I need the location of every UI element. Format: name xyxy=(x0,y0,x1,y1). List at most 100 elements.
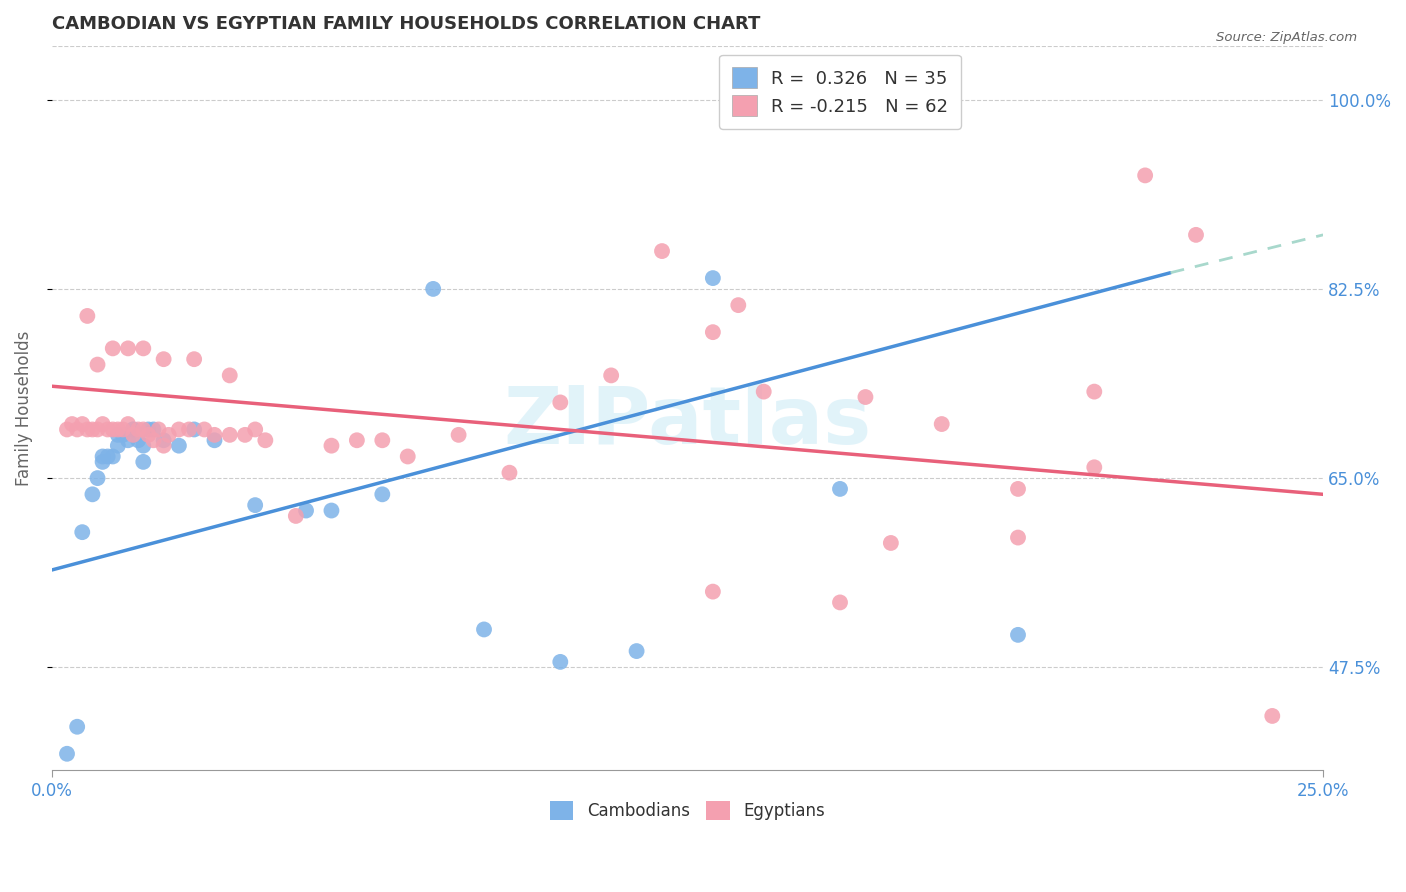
Point xyxy=(152,434,174,448)
Point xyxy=(148,422,170,436)
Point xyxy=(142,422,165,436)
Point xyxy=(931,417,953,431)
Point xyxy=(76,422,98,436)
Point xyxy=(243,422,266,436)
Point xyxy=(91,450,114,464)
Point xyxy=(218,368,240,383)
Point xyxy=(550,655,572,669)
Point xyxy=(193,422,215,436)
Text: CAMBODIAN VS EGYPTIAN FAMILY HOUSEHOLDS CORRELATION CHART: CAMBODIAN VS EGYPTIAN FAMILY HOUSEHOLDS … xyxy=(52,15,761,33)
Point xyxy=(107,439,129,453)
Point xyxy=(111,422,134,436)
Point xyxy=(177,422,200,436)
Point xyxy=(295,503,318,517)
Point xyxy=(321,503,343,517)
Point xyxy=(82,487,104,501)
Point xyxy=(101,422,124,436)
Point xyxy=(447,428,470,442)
Point xyxy=(183,352,205,367)
Point xyxy=(152,439,174,453)
Point xyxy=(152,352,174,367)
Text: Source: ZipAtlas.com: Source: ZipAtlas.com xyxy=(1216,31,1357,45)
Point xyxy=(138,422,160,436)
Point xyxy=(122,422,145,436)
Point xyxy=(396,450,419,464)
Point xyxy=(66,720,89,734)
Point xyxy=(254,434,277,448)
Point xyxy=(727,298,749,312)
Point xyxy=(167,439,190,453)
Point xyxy=(1133,169,1156,183)
Point xyxy=(56,747,79,761)
Text: ZIPatlas: ZIPatlas xyxy=(503,384,872,461)
Point xyxy=(117,417,139,431)
Point xyxy=(86,471,108,485)
Point xyxy=(371,487,394,501)
Point xyxy=(1185,227,1208,242)
Point xyxy=(157,428,180,442)
Point xyxy=(752,384,775,399)
Point xyxy=(880,536,903,550)
Point xyxy=(371,434,394,448)
Point xyxy=(243,498,266,512)
Point xyxy=(82,422,104,436)
Point xyxy=(183,422,205,436)
Point xyxy=(702,584,724,599)
Point xyxy=(218,428,240,442)
Point xyxy=(132,439,155,453)
Point xyxy=(550,395,572,409)
Point xyxy=(86,358,108,372)
Y-axis label: Family Households: Family Households xyxy=(15,330,32,485)
Point xyxy=(117,434,139,448)
Point xyxy=(122,422,145,436)
Point xyxy=(86,422,108,436)
Point xyxy=(122,428,145,442)
Point xyxy=(1007,482,1029,496)
Point xyxy=(855,390,877,404)
Point xyxy=(828,595,851,609)
Point xyxy=(91,417,114,431)
Point xyxy=(233,428,256,442)
Point xyxy=(91,455,114,469)
Point xyxy=(72,417,94,431)
Point xyxy=(204,428,226,442)
Point xyxy=(472,623,495,637)
Point xyxy=(101,342,124,356)
Point xyxy=(117,342,139,356)
Point xyxy=(127,434,149,448)
Point xyxy=(600,368,623,383)
Point xyxy=(132,342,155,356)
Point xyxy=(1007,531,1029,545)
Point xyxy=(97,450,120,464)
Point xyxy=(101,450,124,464)
Point xyxy=(56,422,79,436)
Point xyxy=(346,434,368,448)
Point xyxy=(204,434,226,448)
Point xyxy=(72,525,94,540)
Point xyxy=(1083,384,1105,399)
Point xyxy=(142,434,165,448)
Point xyxy=(107,428,129,442)
Point xyxy=(127,422,149,436)
Point xyxy=(66,422,89,436)
Point xyxy=(167,422,190,436)
Point xyxy=(107,422,129,436)
Point xyxy=(138,428,160,442)
Point xyxy=(702,325,724,339)
Point xyxy=(97,422,120,436)
Point xyxy=(1083,460,1105,475)
Point xyxy=(422,282,444,296)
Point xyxy=(76,309,98,323)
Point xyxy=(321,439,343,453)
Point xyxy=(132,422,155,436)
Point xyxy=(1261,709,1284,723)
Point xyxy=(702,271,724,285)
Point xyxy=(626,644,648,658)
Point xyxy=(1007,628,1029,642)
Legend: Cambodians, Egyptians: Cambodians, Egyptians xyxy=(543,794,831,827)
Point xyxy=(284,508,307,523)
Point xyxy=(498,466,520,480)
Point xyxy=(651,244,673,258)
Point xyxy=(111,428,134,442)
Point xyxy=(60,417,83,431)
